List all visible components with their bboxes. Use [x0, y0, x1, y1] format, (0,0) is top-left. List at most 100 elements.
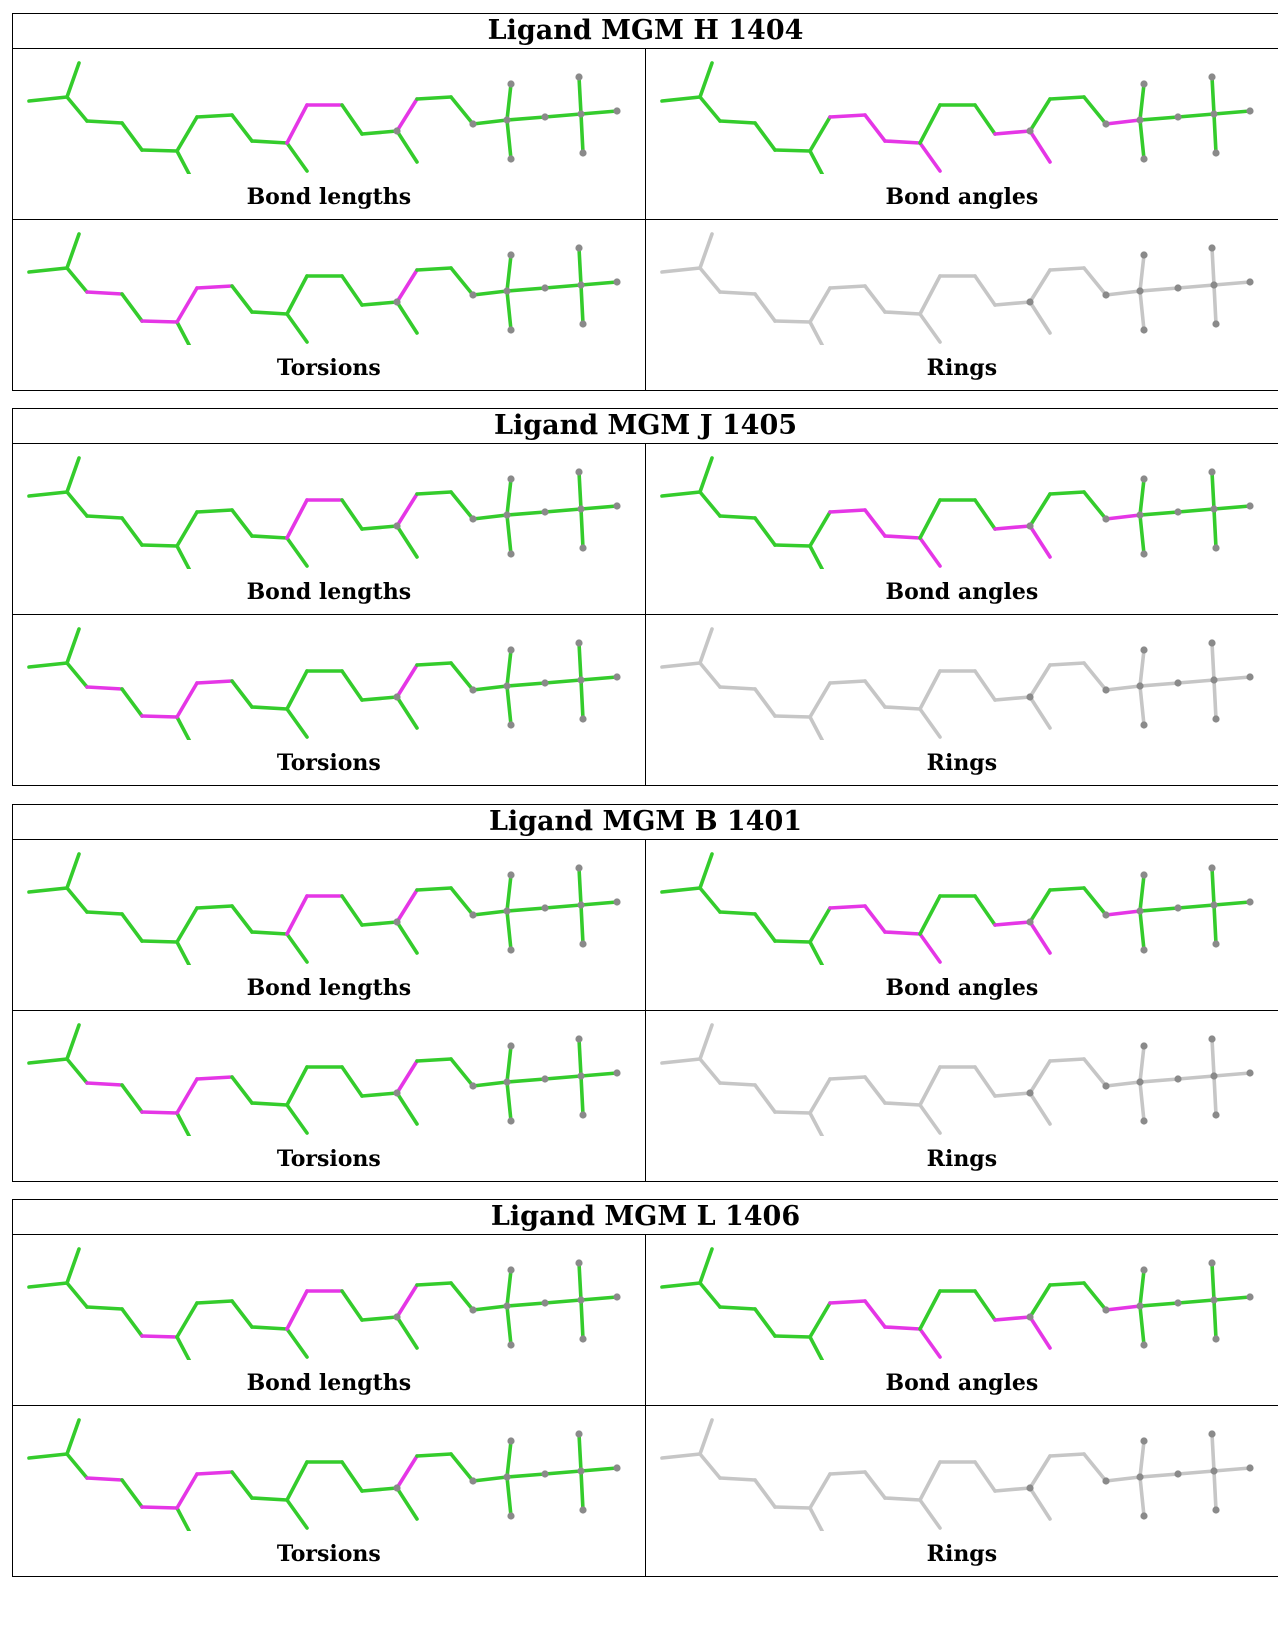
ligand-table: Ligand MGM B 1401 Bond lengths Bond angl… [12, 804, 1278, 1182]
bond [1137, 1301, 1180, 1308]
torsions-panel: Torsions [12, 1405, 646, 1577]
atom [579, 544, 587, 552]
bond [917, 141, 942, 173]
bond [1137, 1044, 1146, 1084]
atom [575, 639, 583, 647]
atom [507, 80, 515, 88]
bond [579, 109, 619, 116]
atom [575, 864, 583, 872]
atom [1140, 646, 1148, 654]
bond [505, 873, 513, 913]
bond [917, 274, 942, 316]
bond [449, 1057, 475, 1088]
bond [230, 113, 254, 143]
bond [1137, 1080, 1146, 1123]
atom [1208, 639, 1216, 647]
panel-label: Bond lengths [246, 184, 412, 210]
bond [992, 1091, 1032, 1098]
bond [505, 909, 513, 952]
bond-lengths-panel: Bond lengths [12, 48, 646, 220]
bond [717, 119, 757, 125]
bond [882, 705, 922, 711]
bond [752, 292, 777, 323]
bond [827, 113, 867, 119]
atom [1174, 1470, 1182, 1478]
bond [1209, 1037, 1216, 1078]
bond [415, 95, 453, 101]
bond [395, 1283, 419, 1319]
bond [250, 310, 289, 316]
atom [577, 505, 585, 513]
bond [862, 1075, 887, 1105]
atom [1026, 1313, 1034, 1321]
bond [1047, 1057, 1086, 1063]
bond [1047, 661, 1086, 667]
bond [195, 508, 234, 514]
bond [882, 1325, 922, 1331]
bond [543, 1074, 583, 1081]
molecule-diagram [659, 232, 1254, 345]
atom [541, 113, 549, 121]
bond [807, 1077, 832, 1115]
bond [579, 1071, 619, 1078]
bond [577, 470, 583, 511]
atom [577, 110, 585, 118]
bond [65, 886, 89, 914]
bond [697, 627, 714, 665]
atom [1140, 475, 1148, 483]
bond [882, 1496, 922, 1502]
bond [917, 312, 942, 344]
molecule-diagram [27, 1023, 621, 1136]
bond [752, 516, 777, 547]
bond [1137, 510, 1180, 517]
bond [340, 274, 364, 307]
bond [471, 909, 509, 917]
bond [415, 266, 453, 272]
atom [577, 1296, 585, 1304]
bond [917, 103, 942, 145]
bond [285, 312, 309, 344]
bond [1047, 95, 1086, 101]
atom [1136, 511, 1144, 519]
bond [1211, 903, 1218, 946]
molecule-diagram [659, 61, 1254, 174]
atom [575, 1430, 583, 1438]
atom [503, 511, 511, 519]
bond [697, 490, 722, 518]
bond-lengths-panel: Bond lengths [12, 839, 646, 1011]
atom [1140, 721, 1148, 729]
atom [575, 244, 583, 252]
bond [862, 113, 887, 143]
atom [613, 278, 621, 286]
atom [1140, 946, 1148, 954]
atom [507, 251, 515, 259]
atom [1026, 693, 1034, 701]
ligand-title: Ligand MGM H 1404 [12, 13, 1278, 49]
atom [1210, 505, 1218, 513]
molecule-diagram [27, 61, 621, 174]
bond [807, 320, 824, 345]
bond [972, 103, 997, 136]
bond [717, 685, 757, 691]
ligand-title-text: Ligand MGM J 1405 [493, 410, 798, 441]
bond [27, 266, 69, 274]
bond [807, 940, 824, 965]
bond [1047, 1452, 1086, 1458]
bond [752, 687, 777, 718]
bond [1103, 118, 1142, 126]
bond [579, 1295, 619, 1302]
bond [659, 266, 702, 274]
atom [579, 149, 587, 157]
bond [340, 894, 364, 927]
bond [285, 274, 309, 316]
atom [575, 468, 583, 476]
atom [469, 291, 477, 299]
bond [752, 1083, 777, 1114]
bond [917, 1460, 942, 1502]
bond [285, 1327, 309, 1359]
molecule-diagram [659, 852, 1254, 965]
bond [1027, 663, 1052, 699]
bond [1211, 507, 1218, 550]
atom [507, 550, 515, 558]
bond [195, 113, 234, 119]
